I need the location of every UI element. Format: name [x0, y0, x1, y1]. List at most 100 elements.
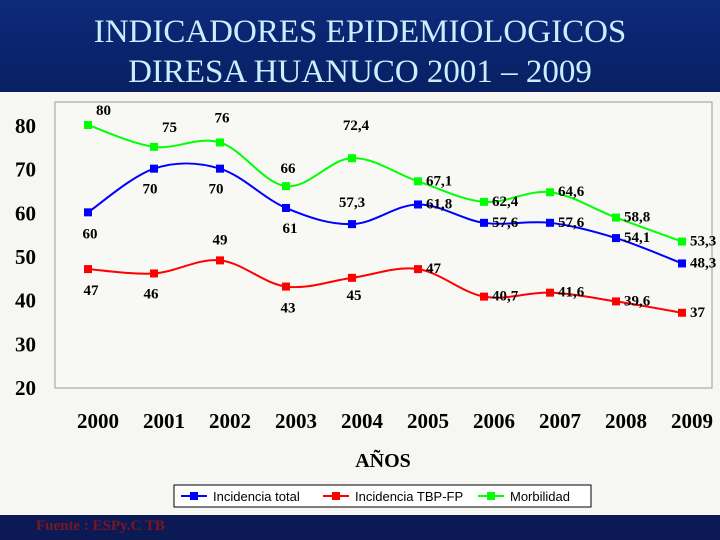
legend: Incidencia total Incidencia TBP-FP Morbili…	[173, 484, 592, 508]
data-label-morb: 76	[215, 110, 231, 126]
data-label-total: 70	[143, 182, 158, 198]
data-label-morb: 58,8	[624, 210, 650, 226]
x-tick-label: 2008	[605, 409, 647, 433]
y-axis-ticks: 20 30 40 50 60 70 80	[15, 114, 36, 400]
data-point-morb	[216, 138, 224, 147]
data-point-total	[216, 164, 224, 173]
legend-swatch-marker-morb	[487, 492, 495, 500]
data-point-morb	[282, 182, 290, 191]
data-point-total	[546, 218, 554, 227]
data-point-total	[150, 164, 158, 173]
data-label-morb: 67,1	[426, 173, 452, 189]
data-label-tbp: 40,7	[492, 289, 519, 305]
data-point-total	[348, 220, 356, 229]
title-band	[0, 0, 720, 92]
data-point-tbp	[678, 308, 686, 317]
series-line-morb	[87, 124, 683, 243]
source-note: Fuente : ESPy.C TB	[36, 518, 165, 534]
series-line-total	[87, 162, 683, 265]
data-label-total: 54,1	[624, 230, 650, 246]
x-tick-label: 2001	[143, 409, 185, 433]
legend-label-tbp: Incidencia TBP-FP	[355, 489, 463, 504]
x-tick-label: 2007	[539, 409, 581, 433]
data-point-total	[612, 234, 620, 243]
data-point-morb	[480, 197, 488, 206]
data-point-morb	[84, 121, 92, 129]
y-tick-label: 20	[15, 376, 36, 400]
data-point-morb	[678, 237, 686, 246]
data-label-tbp: 45	[347, 288, 362, 304]
title-line-2: DIRESA HUANUCO 2001 – 2009	[128, 54, 592, 90]
data-point-tbp	[150, 269, 158, 278]
data-point-morb	[612, 213, 620, 222]
data-point-tbp	[546, 288, 554, 297]
data-label-total: 57,3	[339, 195, 365, 211]
data-point-morb	[546, 188, 554, 197]
legend-label-total: Incidencia total	[213, 489, 300, 504]
data-point-tbp	[84, 265, 92, 274]
data-label-total: 57,6	[558, 215, 585, 231]
data-label-tbp: 41,6	[558, 285, 585, 301]
x-tick-label: 2004	[341, 409, 384, 433]
data-label-tbp: 43	[281, 301, 296, 317]
x-tick-label: 2002	[209, 409, 251, 433]
data-label-morb: 53,3	[690, 234, 716, 250]
data-label-tbp: 37	[690, 305, 706, 321]
legend-label-morb: Morbilidad	[510, 489, 570, 504]
data-label-tbp: 47	[84, 283, 100, 299]
data-point-total	[480, 218, 488, 227]
data-point-total	[84, 208, 92, 217]
legend-swatch-marker-tbp	[332, 492, 340, 500]
legend-item-tbp: Incidencia TBP-FP	[323, 489, 463, 504]
series-morb: 80 75 76 66 72,4 67,1 62,4 64,6 58,8 53,3	[84, 103, 716, 250]
data-label-morb: 64,6	[558, 184, 585, 200]
plot-area	[54, 101, 713, 389]
data-label-morb: 80	[96, 103, 111, 119]
data-label-total: 61,8	[426, 196, 452, 212]
data-label-total: 61	[283, 221, 298, 237]
data-point-total	[282, 203, 290, 212]
x-tick-label: 2005	[407, 409, 449, 433]
title-line-1: INDICADORES EPIDEMIOLOGICOS	[93, 14, 627, 50]
footer-band	[0, 515, 720, 540]
x-axis-ticks: 2000 2001 2002 2003 2004 2005 2006 2007 2008 2009	[77, 409, 713, 433]
series-layer: 60 70 70 61 57,3 61,8 57,6 57,6 54,1 48,3 47 46 49 43…	[83, 103, 717, 321]
y-tick-label: 30	[15, 332, 36, 356]
series-tbp: 47 46 49 43 45 47 40,7 41,6 39,6 37	[84, 232, 706, 320]
data-label-tbp: 39,6	[624, 293, 651, 309]
data-point-tbp	[216, 256, 224, 265]
legend-item-total: Incidencia total	[181, 489, 300, 504]
series-total: 60 70 70 61 57,3 61,8 57,6 57,6 54,1 48,3	[83, 162, 716, 271]
legend-swatch-marker-total	[190, 492, 198, 500]
x-tick-label: 2006	[473, 409, 515, 433]
data-label-tbp: 46	[144, 286, 160, 302]
data-point-tbp	[612, 297, 620, 306]
data-point-tbp	[282, 282, 290, 291]
y-tick-label: 80	[15, 114, 36, 138]
data-point-total	[678, 259, 686, 268]
data-label-tbp: 47	[426, 261, 442, 277]
x-axis-label: AÑOS	[355, 449, 411, 472]
y-tick-label: 70	[15, 158, 36, 182]
y-tick-label: 40	[15, 289, 36, 313]
data-point-morb	[414, 177, 422, 186]
data-label-total: 57,6	[492, 215, 519, 231]
data-label-morb: 62,4	[492, 194, 519, 210]
data-label-total: 60	[83, 226, 98, 242]
data-label-tbp: 49	[213, 232, 228, 248]
data-label-total: 48,3	[690, 255, 716, 271]
data-point-morb	[150, 142, 158, 151]
data-label-total: 70	[209, 182, 224, 198]
y-tick-label: 60	[15, 201, 36, 225]
legend-box	[173, 484, 592, 508]
legend-item-morb: Morbilidad	[478, 489, 570, 504]
slide-title: INDICADORES EPIDEMIOLOGICOS DIRESA HUANU…	[0, 12, 720, 92]
data-label-morb: 66	[281, 161, 297, 177]
data-point-tbp	[414, 265, 422, 274]
data-point-total	[414, 200, 422, 209]
series-line-tbp	[87, 259, 683, 314]
x-tick-label: 2003	[275, 409, 317, 433]
data-label-morb: 72,4	[343, 118, 370, 134]
data-point-tbp	[348, 273, 356, 282]
